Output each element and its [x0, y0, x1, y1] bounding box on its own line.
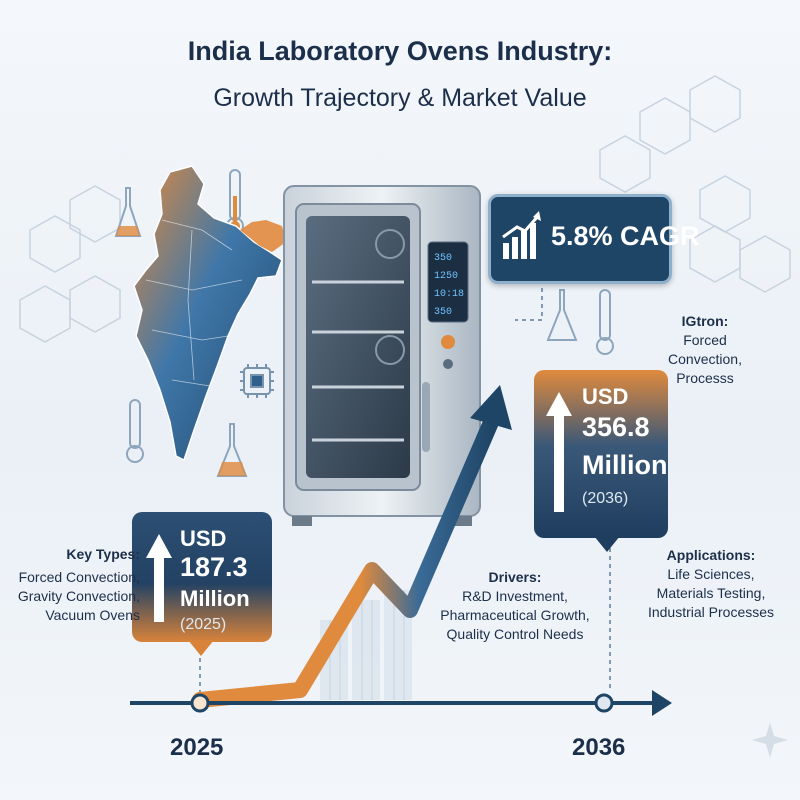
key-types-list: Forced Convection, Gravity Convection, V…	[4, 568, 140, 625]
key-types-item: Vacuum Ovens	[45, 607, 140, 623]
end-value-callout: USD 356.8 Million (2036)	[534, 370, 668, 538]
oven-display-line-1: 350	[434, 253, 452, 264]
drivers-item: Quality Control Needs	[446, 626, 584, 642]
key-types-title: Key Types:	[66, 546, 140, 562]
oven-display-line-4: 350	[434, 307, 452, 318]
start-amount: 187.3	[180, 552, 248, 582]
drivers-title: Drivers:	[488, 569, 542, 585]
timeline-marker-2036	[594, 693, 614, 713]
growth-chart-icon	[502, 211, 541, 259]
end-unit: Million	[582, 450, 668, 480]
up-arrow-icon	[546, 392, 572, 512]
timeline-marker-2025	[190, 693, 210, 713]
igtron-item: Convection,	[668, 351, 742, 367]
drivers-block: Drivers: R&D Investment, Pharmaceutical …	[430, 568, 600, 644]
lab-oven: 350 1250 10:18 350	[283, 185, 481, 526]
growth-arrow	[192, 412, 500, 708]
end-currency: USD	[582, 384, 629, 409]
drivers-item: Pharmaceutical Growth,	[440, 607, 590, 623]
oven-display-line-3: 10:18	[434, 289, 464, 300]
oven-display-line-2: 1250	[434, 271, 458, 282]
title-line-1: India Laboratory Ovens Industry:	[187, 36, 613, 66]
key-types-block: Key Types:	[40, 546, 140, 562]
key-types-item: Gravity Convection,	[17, 588, 140, 604]
up-arrow-icon	[146, 534, 172, 622]
igtron-item: Forced	[683, 332, 727, 348]
title-line-2: Growth Trajectory & Market Value	[213, 84, 587, 112]
start-value-callout: USD 187.3 Million (2025)	[132, 512, 272, 642]
start-currency: USD	[180, 526, 227, 551]
callout-pointer	[188, 640, 214, 656]
timeline-end-year: 2036	[572, 734, 626, 761]
start-unit: Million	[180, 586, 250, 611]
igtron-title: IGtron:	[681, 313, 729, 329]
igtron-block: IGtron: Forced Convection, Processs	[660, 312, 750, 388]
end-year: (2036)	[582, 490, 629, 507]
applications-item: Industrial Processes	[647, 604, 775, 620]
applications-block: Applications: Life Sciences, Materials T…	[636, 546, 786, 622]
end-amount: 356.8	[582, 412, 650, 442]
applications-item: Materials Testing,	[656, 585, 766, 601]
start-year: (2025)	[180, 616, 227, 633]
chip-icon	[240, 364, 274, 398]
drivers-item: R&D Investment,	[462, 588, 568, 604]
igtron-item: Processs	[676, 370, 734, 386]
cagr-callout: 5.8% CAGR	[488, 194, 700, 284]
timeline-start-year: 2025	[170, 734, 224, 761]
india-map	[133, 165, 286, 462]
applications-item: Life Sciences,	[667, 566, 755, 582]
applications-title: Applications:	[666, 547, 756, 563]
cagr-label: 5.8% CAGR	[551, 221, 700, 251]
key-types-item: Forced Convection,	[18, 569, 140, 585]
callout-pointer	[594, 536, 620, 552]
sparkle-icon	[752, 722, 788, 758]
